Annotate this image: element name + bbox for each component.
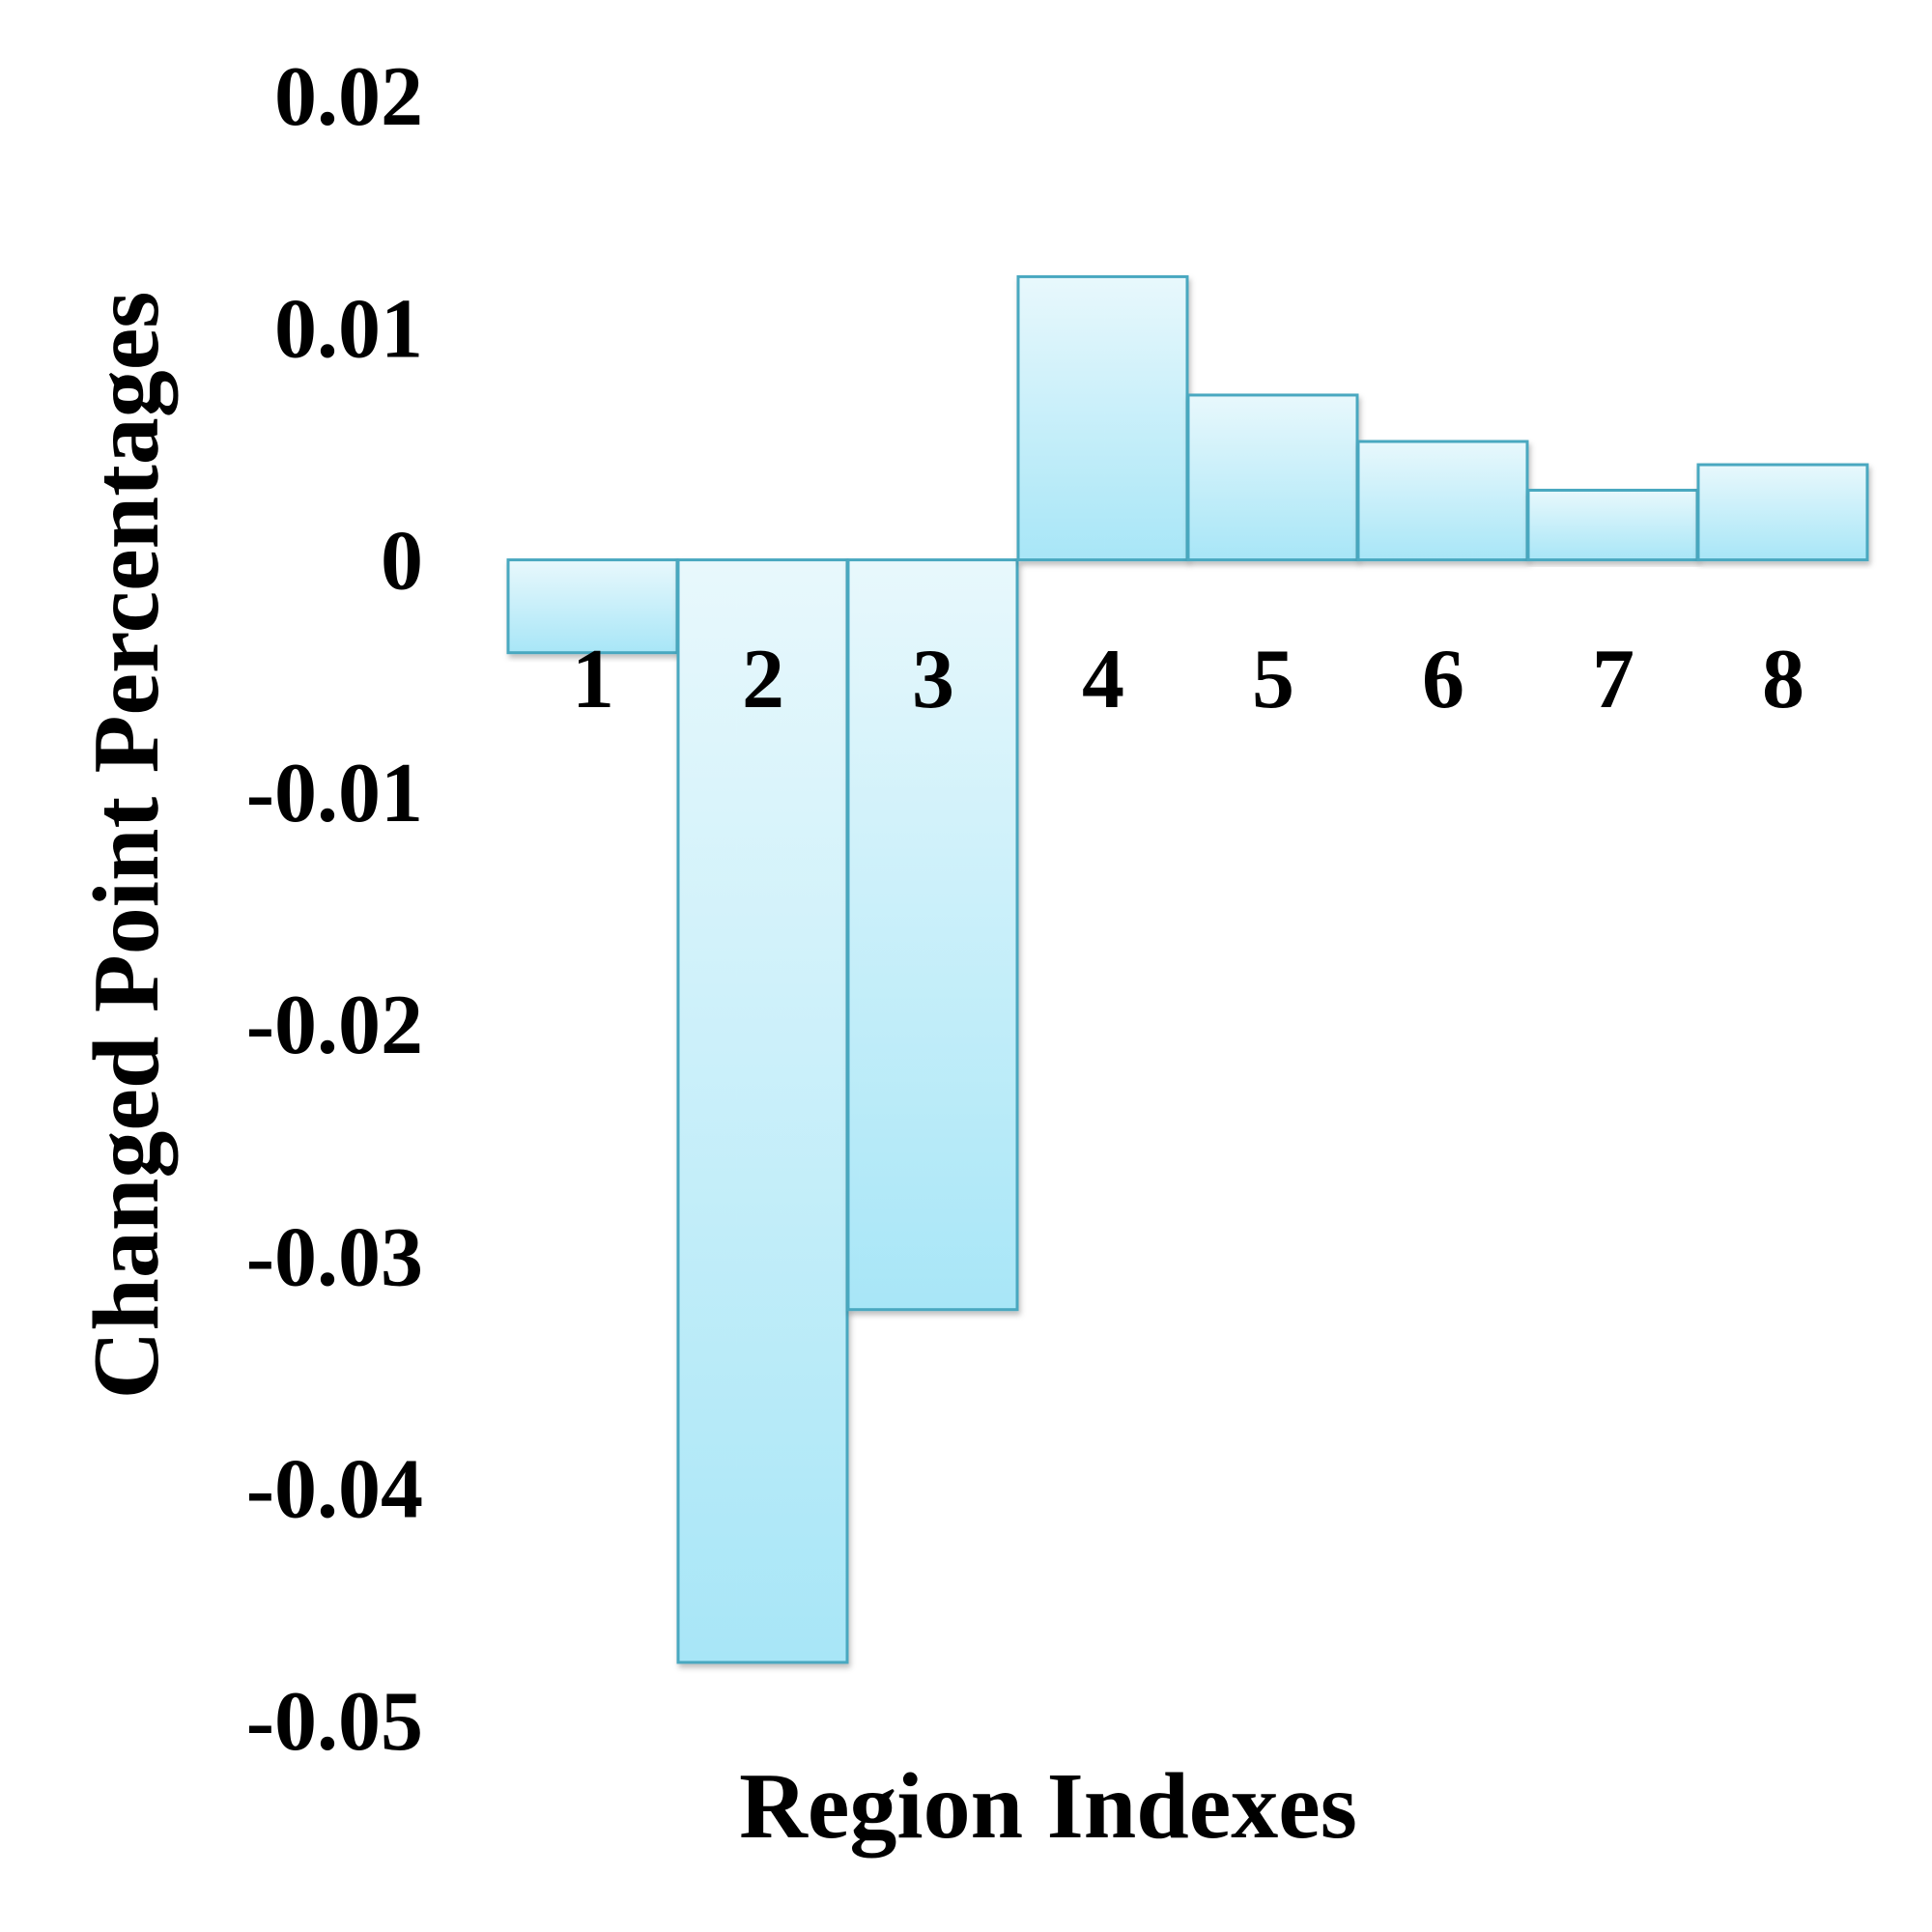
- x-category-label: 6: [1422, 633, 1464, 726]
- bar: [506, 558, 679, 655]
- y-tick-label: -0.04: [246, 1443, 423, 1537]
- x-category-label: 7: [1592, 633, 1634, 726]
- bar: [1016, 274, 1189, 562]
- y-axis-ticks: 0.02 0.01 0 -0.01 -0.02 -0.03 -0.04 -0.05: [246, 50, 423, 1769]
- y-tick-label: -0.02: [246, 979, 423, 1072]
- y-tick-label: 0.01: [274, 282, 423, 376]
- x-axis-title: Region Indexes: [739, 1754, 1357, 1859]
- bar: [1356, 440, 1529, 562]
- y-tick-label: 0: [381, 515, 423, 609]
- x-axis-categories: 1 2 3 4 5 6 7 8: [572, 633, 1804, 726]
- bars: [506, 274, 1869, 1664]
- y-tick-label: -0.05: [246, 1675, 423, 1769]
- x-category-label: 1: [572, 633, 614, 726]
- bar: [846, 558, 1019, 1312]
- x-category-label: 2: [742, 633, 784, 726]
- y-axis-title: Changed Point Percentages: [74, 292, 179, 1400]
- bar: [1696, 463, 1869, 562]
- bar: [1526, 488, 1699, 562]
- y-tick-label: 0.02: [274, 50, 423, 144]
- y-tick-label: -0.03: [246, 1210, 423, 1304]
- x-category-label: 5: [1252, 633, 1294, 726]
- y-tick-label: -0.01: [246, 747, 423, 840]
- bar: [676, 558, 849, 1664]
- x-category-label: 3: [912, 633, 954, 726]
- x-category-label: 8: [1762, 633, 1804, 726]
- bar: [1186, 393, 1359, 562]
- x-category-label: 4: [1082, 633, 1124, 726]
